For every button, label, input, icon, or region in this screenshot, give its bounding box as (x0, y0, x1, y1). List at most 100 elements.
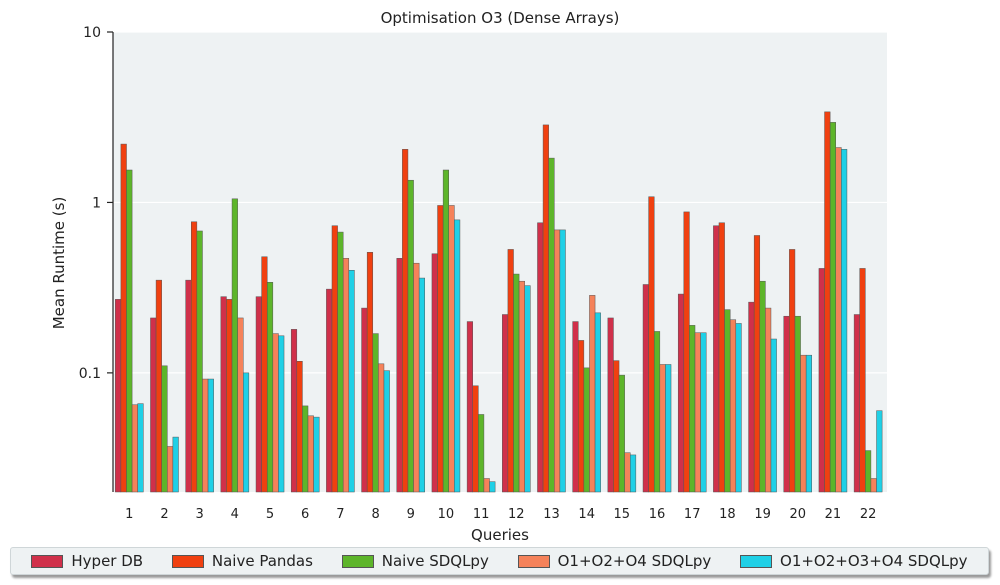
x-tick-label: 22 (860, 507, 877, 522)
bar-q5-series-1 (255, 296, 262, 493)
bar-q18-series-2 (718, 222, 725, 493)
y-tick-label: 10 (83, 25, 101, 41)
bar-q9-series-3 (407, 179, 414, 493)
bars (115, 111, 883, 493)
x-tick-label: 21 (825, 507, 842, 522)
bar-q19-series-2 (753, 235, 761, 493)
bar-q22-series-4 (870, 478, 877, 493)
bar-q10-series-1 (431, 253, 438, 493)
x-tick-label: 15 (614, 507, 631, 522)
legend-item: O1+O2+O3+O4 SDQLpy (740, 552, 968, 570)
bar-q10-series-2 (437, 205, 444, 493)
bar-q4-series-3 (231, 198, 238, 493)
bar-q6-series-4 (307, 415, 314, 493)
x-axis-label: Queries (471, 526, 529, 544)
legend-item: O1+O2+O4 SDQLpy (517, 552, 712, 570)
x-tick-label: 7 (336, 507, 344, 522)
bar-q18-series-3 (724, 309, 731, 493)
bar-q1-series-3 (126, 169, 133, 493)
x-tick-label: 12 (508, 507, 525, 522)
legend-label: Hyper DB (71, 552, 144, 570)
bar-q12-series-2 (507, 249, 514, 493)
bar-q11-series-4 (483, 478, 490, 493)
bar-q16-series-4 (659, 364, 666, 493)
legend-swatch (171, 554, 204, 568)
bar-q17-series-5 (700, 332, 707, 493)
bar-q6-series-5 (313, 416, 320, 493)
bar-q21-series-1 (818, 268, 825, 493)
bar-q13-series-3 (548, 157, 555, 493)
legend-label: Naive SDQLpy (381, 552, 489, 570)
x-tick-label: 5 (266, 507, 274, 522)
bar-q12-series-1 (502, 314, 509, 493)
bar-q13-series-1 (537, 222, 544, 493)
bar-q2-series-3 (161, 365, 168, 493)
bar-q11-series-1 (466, 321, 473, 493)
bar-q16-series-5 (665, 364, 672, 493)
y-ticks: 0.1 1 10 (79, 25, 113, 382)
bar-q4-series-2 (226, 299, 233, 493)
bar-q22-series-5 (876, 410, 883, 493)
bar-q12-series-4 (518, 280, 525, 493)
bar-q1-series-4 (131, 404, 138, 493)
x-tick-label: 20 (790, 507, 807, 522)
bar-q15-series-4 (624, 452, 631, 493)
x-tick-label: 3 (196, 507, 204, 522)
x-tick-label: 1 (125, 507, 133, 522)
bar-q2-series-2 (155, 279, 162, 493)
bar-q15-series-1 (607, 317, 614, 493)
bar-q12-series-3 (513, 273, 520, 493)
bar-q7-series-5 (348, 270, 355, 493)
x-tick-label: 4 (231, 507, 239, 522)
bar-q6-series-2 (296, 361, 303, 493)
bar-q19-series-4 (765, 307, 772, 493)
bar-q3-series-2 (191, 221, 198, 493)
bar-q9-series-1 (396, 258, 403, 493)
bar-q5-series-2 (261, 256, 268, 493)
bar-q4-series-4 (237, 317, 244, 493)
bar-q4-series-1 (220, 296, 227, 493)
bar-q5-series-4 (272, 333, 279, 493)
bar-q1-series-5 (137, 403, 144, 493)
bar-q17-series-1 (677, 293, 685, 493)
bar-q20-series-3 (794, 315, 801, 493)
legend: Hyper DB Naive Pandas Naive SDQLpy O1+O2+O4… (10, 547, 989, 575)
x-tick-label: 2 (160, 507, 168, 522)
bar-q14-series-2 (578, 340, 585, 493)
y-tick-label: 1 (92, 195, 101, 211)
bar-q16-series-2 (648, 196, 655, 493)
bar-q22-series-2 (859, 268, 866, 493)
legend-label: Naive Pandas (211, 552, 313, 570)
bar-q3-series-4 (202, 378, 209, 493)
bar-q11-series-2 (472, 385, 479, 493)
bar-q20-series-2 (789, 249, 796, 493)
bar-q6-series-1 (290, 329, 298, 493)
x-tick-label: 19 (754, 507, 771, 522)
bar-q1-series-2 (120, 143, 127, 493)
bar-q7-series-2 (331, 225, 338, 493)
legend-item: Naive SDQLpy (341, 552, 489, 570)
bar-q9-series-2 (402, 149, 409, 493)
bar-q21-series-3 (829, 122, 836, 493)
bar-q3-series-3 (196, 230, 203, 493)
bar-q8-series-5 (383, 370, 390, 493)
bar-q18-series-1 (713, 225, 720, 493)
bar-q8-series-3 (372, 333, 379, 493)
bar-q7-series-4 (342, 258, 350, 493)
x-tick-label: 13 (543, 507, 560, 522)
bar-q14-series-4 (589, 295, 596, 493)
bar-q10-series-3 (442, 169, 449, 493)
bar-q7-series-1 (326, 288, 333, 493)
bar-q16-series-3 (653, 331, 661, 493)
bar-q13-series-4 (554, 229, 561, 493)
legend-label: O1+O2+O4 SDQLpy (557, 552, 712, 570)
bar-q10-series-4 (448, 205, 455, 493)
x-tick-label: 9 (407, 507, 415, 522)
bar-q19-series-1 (748, 301, 755, 493)
bar-q13-series-2 (542, 124, 549, 493)
bar-q13-series-5 (559, 229, 566, 493)
bar-q9-series-4 (413, 262, 420, 493)
x-ticks: 1 2 3 4 5 6 7 8 9 10 11 12 13 14 15 16 17 18 19 20 21 22 (125, 507, 876, 522)
chart-title: Optimisation O3 (Dense Arrays) (381, 9, 620, 27)
